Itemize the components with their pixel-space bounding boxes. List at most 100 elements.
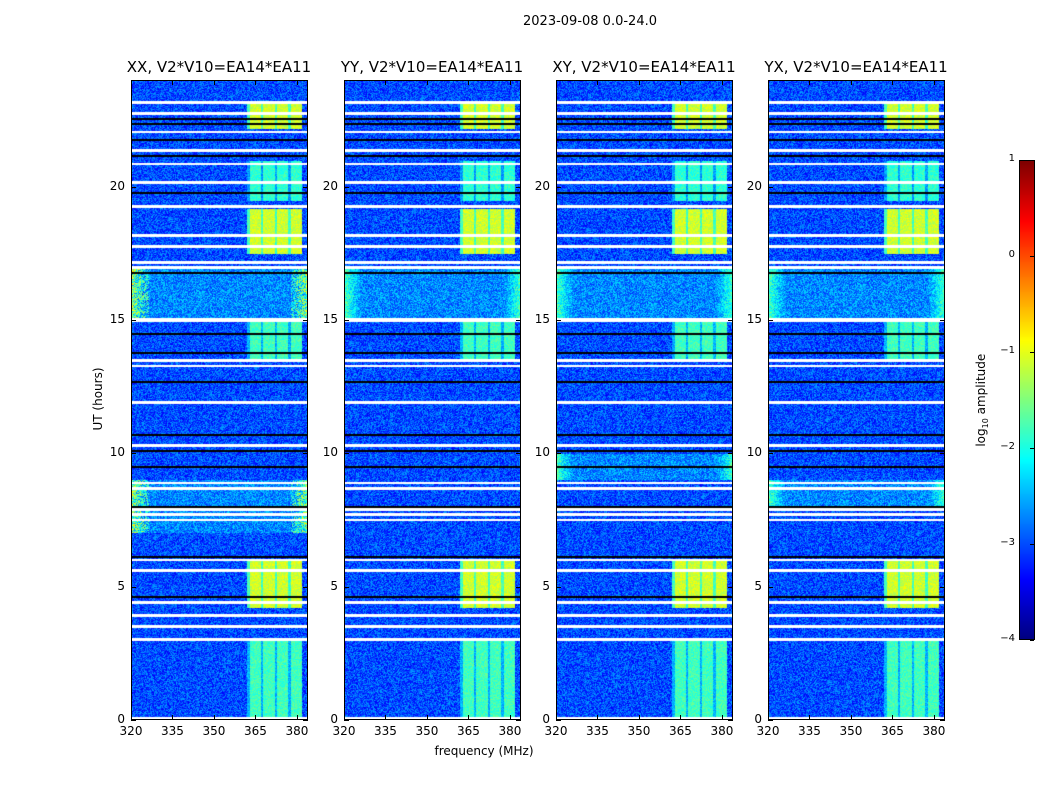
y-tick-mark	[344, 586, 349, 588]
y-tick-mark	[768, 186, 773, 188]
x-tick-mark	[850, 715, 852, 720]
x-tick-mark	[850, 80, 852, 85]
y-tick-label: 15	[322, 312, 338, 326]
x-tick-mark	[721, 80, 723, 85]
colorbar-tick-label: −2	[1000, 441, 1015, 452]
x-tick-label: 380	[922, 724, 946, 738]
y-tick-label: 15	[109, 312, 125, 326]
y-tick-label: 5	[330, 578, 338, 593]
panel-title: XY, V2*V10=EA14*EA11	[552, 58, 736, 76]
y-tick-mark	[768, 320, 773, 321]
x-tick-mark	[680, 715, 682, 720]
x-tick-label: 320	[544, 724, 568, 738]
y-tick-mark	[728, 320, 733, 321]
x-tick-label: 365	[244, 724, 267, 738]
waterfall-panel	[344, 80, 521, 720]
y-tick-mark	[768, 586, 773, 588]
x-tick-label: 350	[415, 724, 439, 738]
y-tick-mark	[728, 186, 733, 188]
x-tick-mark	[296, 80, 298, 85]
y-tick-mark	[516, 186, 521, 188]
x-tick-label: 380	[285, 724, 309, 738]
x-tick-label: 380	[710, 724, 734, 738]
y-tick-mark	[940, 453, 945, 455]
x-tick-mark	[213, 715, 215, 720]
x-tick-mark	[426, 80, 428, 85]
y-tick-mark	[344, 453, 349, 455]
y-tick-label: 0	[330, 712, 338, 726]
x-tick-mark	[213, 80, 215, 85]
y-tick-mark	[556, 320, 561, 321]
y-axis-label: UT (hours)	[91, 367, 105, 431]
y-tick-mark	[556, 186, 561, 188]
panel-title: XX, V2*V10=EA14*EA11	[126, 58, 312, 76]
x-tick-label: 320	[332, 724, 356, 738]
y-tick-mark	[131, 320, 136, 321]
waterfall-panel	[768, 80, 945, 720]
x-tick-mark	[131, 80, 132, 85]
x-tick-mark	[556, 80, 557, 85]
x-tick-label: 335	[798, 724, 821, 738]
x-tick-mark	[933, 80, 935, 85]
x-tick-mark	[638, 80, 640, 85]
y-tick-label: 0	[117, 712, 125, 726]
panel-title: YX, V2*V10=EA14*EA11	[764, 58, 948, 76]
y-tick-mark	[303, 186, 308, 188]
x-tick-label: 335	[161, 724, 184, 738]
y-tick-mark	[131, 453, 136, 455]
x-tick-mark	[385, 715, 387, 720]
x-tick-mark	[131, 715, 132, 720]
panel-title: YY, V2*V10=EA14*EA11	[340, 58, 524, 76]
x-tick-mark	[556, 715, 557, 720]
colorbar-tick-mark	[1030, 544, 1034, 545]
x-tick-label: 365	[669, 724, 692, 738]
colorbar-tick-label: −3	[1000, 537, 1015, 548]
x-tick-mark	[809, 80, 811, 85]
y-tick-mark	[940, 720, 945, 721]
y-tick-mark	[728, 586, 733, 588]
x-tick-mark	[509, 715, 511, 720]
y-tick-mark	[940, 186, 945, 188]
colorbar	[1019, 160, 1035, 640]
y-tick-mark	[516, 320, 521, 321]
x-tick-mark	[892, 80, 894, 85]
y-tick-label: 15	[534, 312, 550, 326]
y-tick-mark	[768, 453, 773, 455]
x-tick-label: 335	[586, 724, 609, 738]
y-tick-mark	[131, 720, 136, 721]
y-tick-mark	[344, 320, 349, 321]
colorbar-tick-mark	[1030, 160, 1034, 161]
y-tick-mark	[556, 586, 561, 588]
colorbar-tick-mark	[1030, 352, 1034, 353]
figure-title: 2023-09-08 0.0-24.0	[523, 14, 657, 29]
y-tick-mark	[728, 720, 733, 721]
y-tick-label: 5	[754, 578, 762, 593]
x-tick-mark	[296, 715, 298, 720]
y-tick-mark	[516, 453, 521, 455]
x-tick-mark	[385, 80, 387, 85]
x-tick-label: 380	[498, 724, 522, 738]
x-tick-mark	[344, 80, 345, 85]
x-tick-mark	[597, 80, 599, 85]
y-tick-label: 20	[534, 178, 550, 193]
colorbar-tick-label: −1	[1000, 345, 1015, 356]
y-tick-mark	[303, 320, 308, 321]
y-tick-label: 0	[754, 712, 762, 726]
x-tick-mark	[172, 715, 174, 720]
y-tick-label: 0	[542, 712, 550, 726]
y-tick-mark	[768, 720, 773, 721]
y-tick-mark	[516, 586, 521, 588]
y-tick-mark	[344, 720, 349, 721]
x-tick-label: 365	[457, 724, 480, 738]
x-tick-label: 320	[119, 724, 143, 738]
x-tick-mark	[597, 715, 599, 720]
y-tick-label: 20	[746, 178, 762, 193]
colorbar-tick-mark	[1030, 640, 1034, 641]
x-tick-mark	[892, 715, 894, 720]
waterfall-panel	[131, 80, 308, 720]
x-tick-label: 350	[627, 724, 651, 738]
y-tick-label: 10	[534, 445, 550, 460]
y-tick-label: 10	[746, 445, 762, 460]
colorbar-tick-label: 0	[1008, 249, 1015, 260]
